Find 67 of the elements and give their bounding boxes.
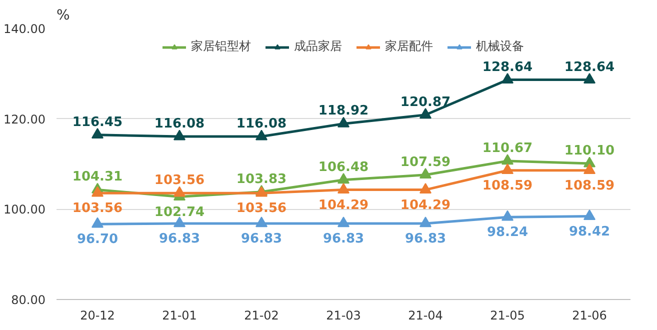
point <box>502 210 514 221</box>
point <box>92 186 104 197</box>
point <box>502 72 514 84</box>
data-label: 116.08 <box>236 116 287 132</box>
point <box>174 216 186 228</box>
y-tick-label: 120.00 <box>4 112 46 126</box>
data-label: 103.56 <box>236 201 287 216</box>
x-tick-label: 21-06 <box>572 308 607 322</box>
data-label: 108.59 <box>564 178 615 194</box>
legend-label: 家居配件 <box>385 38 433 55</box>
y-tick-label: 80.00 <box>11 293 46 307</box>
data-label: 128.64 <box>482 60 533 75</box>
point <box>174 186 186 197</box>
data-label: 96.83 <box>158 231 200 246</box>
data-label: 110.67 <box>482 140 533 156</box>
point <box>420 168 432 179</box>
x-tick-label: 21-01 <box>162 308 197 322</box>
data-label: 104.29 <box>400 198 451 213</box>
point <box>502 164 514 174</box>
legend-label: 机械设备 <box>476 38 524 55</box>
data-label: 118.92 <box>318 104 369 119</box>
y-axis-title: % <box>56 8 70 24</box>
data-label: 116.08 <box>154 116 205 132</box>
point <box>256 216 268 228</box>
point <box>338 182 350 194</box>
point <box>174 130 186 140</box>
point <box>420 108 432 119</box>
y-tick-label: 100.00 <box>4 202 46 217</box>
point <box>420 182 432 194</box>
data-label: 104.29 <box>318 198 369 213</box>
data-label: 107.59 <box>400 154 451 170</box>
data-label: 116.45 <box>72 114 123 130</box>
data-label: 120.87 <box>400 94 451 110</box>
point <box>584 72 596 84</box>
point <box>584 164 596 174</box>
x-tick-label: 21-02 <box>244 308 279 322</box>
point <box>92 128 104 139</box>
data-label: 98.24 <box>486 225 528 240</box>
point <box>338 116 350 128</box>
point <box>338 216 350 228</box>
point <box>256 130 268 140</box>
data-label: 98.42 <box>568 224 610 240</box>
point <box>92 217 104 228</box>
point <box>584 209 596 220</box>
x-tick-label: 21-03 <box>326 308 361 322</box>
legend-label: 家居铝型材 <box>191 38 251 55</box>
data-label: 96.83 <box>404 231 446 246</box>
x-tick-label: 20-12 <box>80 308 115 322</box>
data-label: 106.48 <box>318 160 369 175</box>
data-label: 108.59 <box>482 178 533 194</box>
data-label: 128.64 <box>564 60 615 75</box>
data-label: 104.31 <box>72 170 123 185</box>
data-label: 96.83 <box>240 231 282 246</box>
x-tick-label: 21-04 <box>408 308 443 322</box>
data-label: 96.83 <box>322 231 364 246</box>
data-label: 110.10 <box>564 144 615 159</box>
point <box>338 173 350 184</box>
point <box>420 216 432 228</box>
data-label: 103.56 <box>154 173 205 188</box>
x-tick-label: 21-05 <box>490 308 525 322</box>
y-tick-label: 140.00 <box>4 22 46 36</box>
data-label: 96.70 <box>76 232 118 248</box>
point <box>502 154 514 165</box>
legend-label: 成品家居 <box>294 38 342 55</box>
data-label: 103.56 <box>72 201 123 216</box>
data-label: 102.74 <box>154 204 205 220</box>
data-label: 103.83 <box>236 172 287 187</box>
